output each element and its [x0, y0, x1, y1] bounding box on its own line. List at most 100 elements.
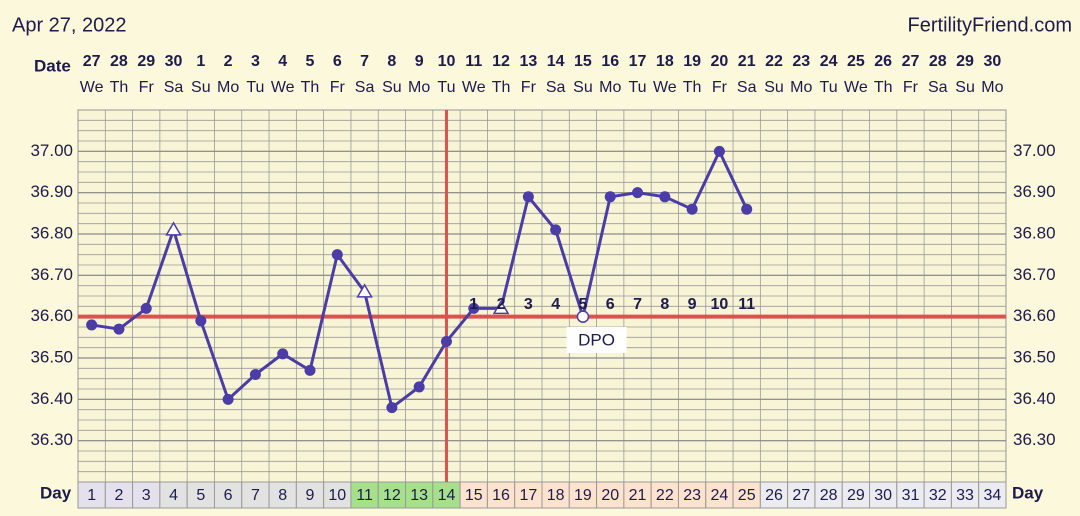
temperature-point — [386, 402, 398, 414]
y-tick-label: 36.40 — [1013, 389, 1056, 408]
date-label: 26 — [874, 53, 892, 70]
weekday-label: Th — [301, 79, 320, 96]
date-label: 17 — [629, 53, 647, 70]
day-number: 31 — [902, 487, 920, 504]
temperature-point — [195, 315, 207, 327]
y-tick-label: 36.30 — [30, 430, 73, 449]
date-label: 6 — [333, 53, 342, 70]
y-tick-label: 36.80 — [30, 223, 73, 242]
day-number: 15 — [465, 487, 483, 504]
weekday-label: Th — [492, 79, 511, 96]
day-number: 17 — [519, 487, 537, 504]
day-number: 1 — [87, 487, 96, 504]
weekday-label: We — [271, 79, 295, 96]
dpo-number: 11 — [738, 296, 755, 313]
weekday-label: Su — [382, 79, 402, 96]
day-number: 8 — [278, 487, 287, 504]
weekday-label: Sa — [737, 79, 757, 96]
day-number: 27 — [792, 487, 810, 504]
dpo-number: 3 — [524, 296, 533, 313]
dpo-number: 4 — [551, 296, 560, 313]
dpo-number: 5 — [578, 296, 587, 313]
date-label: 29 — [137, 53, 155, 70]
weekday-label: Fr — [139, 79, 155, 96]
temperature-point — [741, 203, 753, 215]
temperature-point — [356, 283, 373, 298]
date-label: 3 — [251, 53, 260, 70]
weekday-label: Su — [764, 79, 784, 96]
weekday-label: Sa — [164, 79, 184, 96]
dpo-number: 6 — [606, 296, 615, 313]
day-number: 2 — [114, 487, 123, 504]
temperature-point — [522, 191, 534, 203]
date-label: 29 — [956, 53, 974, 70]
y-tick-label: 36.50 — [30, 347, 73, 366]
date-label: 18 — [656, 53, 674, 70]
day-label: Day — [40, 483, 72, 502]
day-cell — [650, 481, 679, 509]
weekday-label: We — [844, 79, 868, 96]
day-number: 11 — [356, 487, 373, 504]
weekday-label: Fr — [521, 79, 537, 96]
weekday-label: Tu — [246, 79, 264, 96]
temperature-point — [249, 369, 261, 381]
date-label: 30 — [983, 53, 1001, 70]
day-number: 23 — [683, 487, 701, 504]
day-cell — [241, 481, 270, 509]
day-cell — [186, 481, 215, 509]
date-label: 28 — [110, 53, 128, 70]
weekday-label: Su — [955, 79, 975, 96]
date-label: 9 — [415, 53, 424, 70]
day-number: 7 — [251, 487, 260, 504]
temperature-point — [492, 299, 510, 315]
temperature-point — [440, 335, 452, 347]
day-number: 34 — [983, 487, 1001, 504]
date-label: Date — [34, 56, 71, 75]
date-label: 22 — [765, 53, 783, 70]
weekday-label: Fr — [712, 79, 728, 96]
date-label: 28 — [929, 53, 947, 70]
day-cell — [486, 481, 516, 509]
site-name: FertilityFriend.com — [908, 14, 1072, 36]
date-label: 27 — [83, 53, 101, 70]
day-cell — [323, 481, 352, 509]
day-cell — [132, 481, 161, 509]
date-label: 7 — [360, 53, 369, 70]
date-label: 5 — [306, 53, 315, 70]
weekday-label: Th — [683, 79, 702, 96]
day-number: 28 — [820, 487, 838, 504]
weekday-label: Su — [191, 79, 211, 96]
y-tick-label: 36.70 — [1013, 265, 1056, 284]
day-number: 25 — [738, 487, 756, 504]
date-label: 2 — [224, 53, 233, 70]
day-cell — [814, 481, 843, 509]
day-number: 30 — [874, 487, 892, 504]
dpo-number: 8 — [660, 296, 669, 313]
day-label: Day — [1012, 483, 1044, 502]
temperature-point — [86, 319, 98, 331]
weekday-label: Sa — [546, 79, 566, 96]
day-number: 19 — [574, 487, 592, 504]
dpo-box — [566, 327, 627, 353]
weekday-label: Th — [110, 79, 129, 96]
date-label: 14 — [547, 53, 565, 70]
weekday-label: Mo — [599, 79, 621, 96]
day-number: 22 — [656, 487, 674, 504]
weekday-label: Sa — [928, 79, 948, 96]
weekday-label: Mo — [217, 79, 239, 96]
date-label: 21 — [738, 53, 756, 70]
temperature-point — [222, 393, 234, 405]
dpo-number: 7 — [633, 296, 642, 313]
temperature-point — [604, 191, 616, 203]
day-number: 5 — [196, 487, 205, 504]
weekday-label: Tu — [437, 79, 455, 96]
day-number: 33 — [956, 487, 974, 504]
day-cell — [978, 481, 1007, 509]
weekday-label: Su — [573, 79, 593, 96]
day-cell — [350, 481, 379, 509]
temperature-point — [576, 310, 590, 323]
day-number: 6 — [224, 487, 233, 504]
y-tick-label: 36.60 — [1013, 306, 1056, 325]
